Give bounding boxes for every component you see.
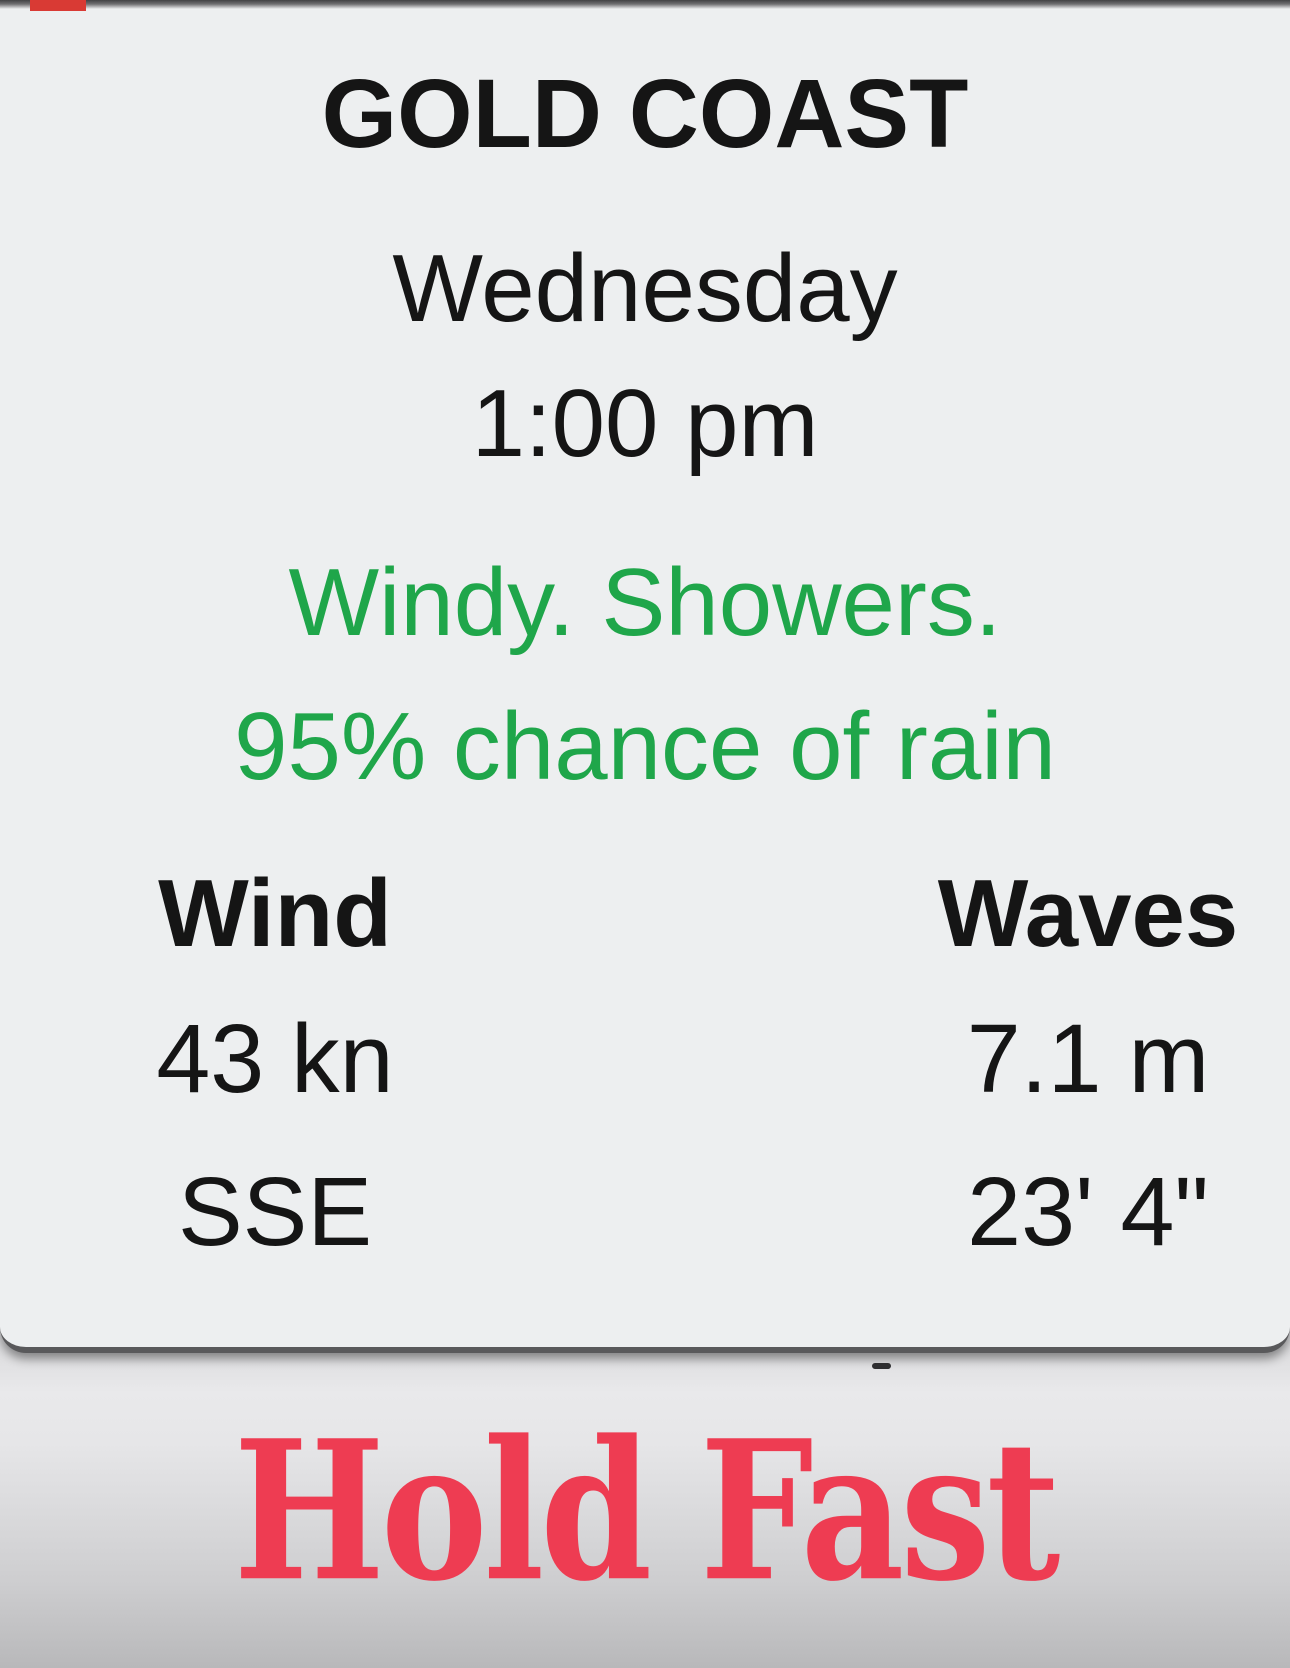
wind-column-header: Wind bbox=[158, 860, 392, 967]
top-left-red-indicator bbox=[30, 0, 86, 11]
drag-handle[interactable] bbox=[872, 1363, 891, 1369]
location-title: GOLD COAST bbox=[321, 59, 969, 168]
wind-speed-value: 43 kn bbox=[156, 1004, 394, 1113]
forecast-day: Wednesday bbox=[392, 235, 898, 342]
wave-height-imperial-value: 23' 4" bbox=[967, 1157, 1209, 1266]
banner-text: Hold Fast bbox=[233, 1397, 1061, 1624]
wave-height-metric-value: 7.1 m bbox=[966, 1004, 1210, 1113]
weather-card: GOLD COAST Wednesday 1:00 pm Windy. Show… bbox=[0, 0, 1290, 1353]
forecast-time: 1:00 pm bbox=[471, 370, 819, 477]
rain-chance: 95% chance of rain bbox=[234, 693, 1056, 800]
conditions-summary: Windy. Showers. bbox=[288, 549, 1002, 656]
wind-direction-value: SSE bbox=[177, 1157, 373, 1266]
top-edge-strip bbox=[0, 0, 1290, 9]
banner-bar: Hold Fast bbox=[0, 1353, 1290, 1668]
waves-column-header: Waves bbox=[937, 860, 1239, 967]
